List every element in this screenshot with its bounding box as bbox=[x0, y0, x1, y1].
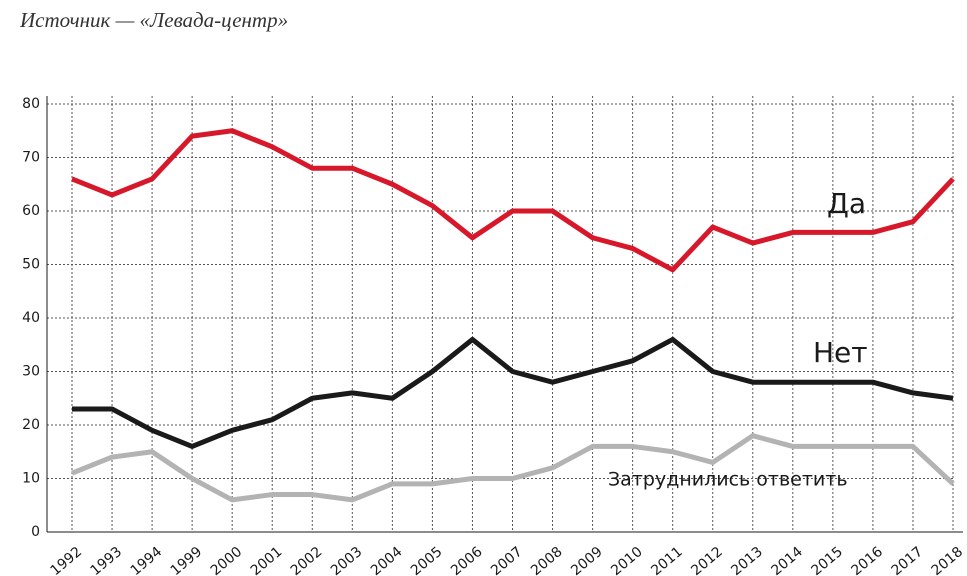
x-tick-label: 2011 bbox=[648, 544, 686, 576]
series-label: Нет bbox=[813, 336, 868, 369]
x-tick-label: 2016 bbox=[848, 544, 886, 576]
x-tick-label: 2014 bbox=[768, 544, 806, 576]
x-tick-label: 2003 bbox=[328, 544, 366, 576]
x-tick-label: 1999 bbox=[168, 544, 206, 576]
x-tick-label: 2015 bbox=[808, 544, 846, 576]
x-tick-label: 2005 bbox=[408, 544, 446, 576]
x-tick-label: 2008 bbox=[528, 544, 566, 576]
y-tick-label: 30 bbox=[22, 364, 40, 380]
x-tick-label: 2001 bbox=[248, 544, 286, 576]
y-tick-label: 70 bbox=[22, 150, 40, 166]
y-tick-label: 60 bbox=[22, 203, 40, 219]
chart-subtitle: Источник — «Левада-центр» bbox=[19, 8, 288, 32]
x-tick-label: 2002 bbox=[288, 544, 326, 576]
series-line bbox=[71, 128, 955, 273]
series-line bbox=[71, 433, 955, 503]
x-tick-label: 2018 bbox=[929, 544, 967, 576]
y-tick-label: 50 bbox=[22, 257, 40, 273]
series-line bbox=[72, 336, 954, 449]
x-tick-label: 2012 bbox=[688, 544, 726, 576]
x-tick-label: 2017 bbox=[889, 544, 927, 576]
y-tick-label: 0 bbox=[31, 524, 40, 540]
y-tick-label: 10 bbox=[22, 471, 40, 487]
x-tick-label: 2006 bbox=[448, 544, 486, 576]
series-label: Да bbox=[827, 187, 866, 220]
x-tick-label: 2010 bbox=[608, 544, 646, 576]
y-tick-label: 20 bbox=[22, 417, 40, 433]
x-tick-label: 2009 bbox=[568, 544, 606, 576]
x-tick-label: 2007 bbox=[488, 544, 526, 576]
series-label: Затруднились ответить bbox=[608, 469, 848, 491]
x-tick-label: 1992 bbox=[48, 544, 86, 576]
x-tick-label: 2004 bbox=[368, 544, 406, 576]
y-tick-label: 40 bbox=[22, 310, 40, 326]
x-tick-label: 1994 bbox=[128, 544, 166, 576]
y-tick-label: 80 bbox=[22, 96, 40, 112]
x-tick-label: 1993 bbox=[88, 544, 126, 576]
x-tick-label: 2013 bbox=[728, 544, 766, 576]
x-tick-label: 2000 bbox=[208, 544, 246, 576]
